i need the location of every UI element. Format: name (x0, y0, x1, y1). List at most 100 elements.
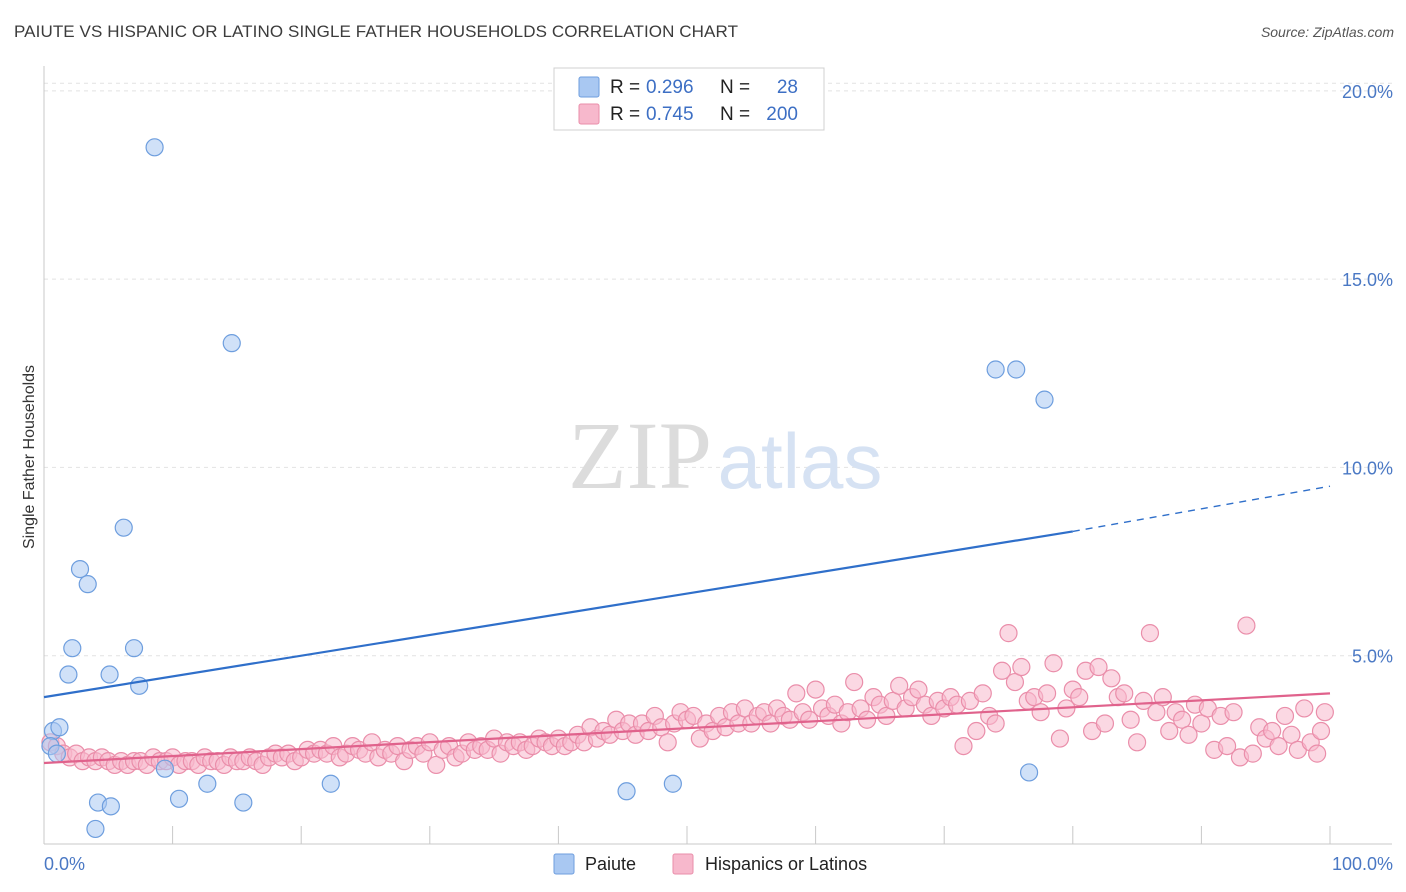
paiute-point-16 (169, 789, 189, 808)
hispanic-point-163 (1089, 657, 1108, 677)
paiute-point-20 (86, 819, 105, 839)
paiute-point-19 (101, 797, 120, 816)
chart-title: PAIUTE VS HISPANIC OR LATINO SINGLE FATH… (14, 22, 739, 41)
hispanic-point-176 (1173, 710, 1192, 729)
paiute-point-24 (986, 360, 1005, 379)
hispanic-point-193 (1282, 725, 1301, 744)
watermark-atlas: atlas (718, 417, 883, 505)
paiute-point-11 (100, 665, 119, 684)
legend-r-value-hispanic: 0.745 (646, 104, 694, 125)
paiute-point-4 (222, 334, 241, 353)
paiute-trend-line (43, 530, 1073, 699)
hispanic-point-192 (1275, 706, 1295, 726)
hispanic-point-132 (890, 676, 909, 695)
hispanic-point-149 (999, 624, 1018, 643)
y-axis-label: Single Father Households (21, 365, 38, 549)
hispanic-point-170 (1134, 691, 1153, 710)
hispanic-point-154 (1031, 703, 1050, 722)
paiute-point-21 (321, 774, 340, 793)
hispanic-point-116 (787, 684, 806, 703)
legend-n-label-hispanic: N = (720, 104, 750, 125)
hispanic-point-157 (1050, 729, 1070, 748)
hispanic-trend-line (43, 692, 1331, 765)
watermark-zip: ZIP (568, 402, 712, 509)
hispanic-point-119 (806, 680, 825, 699)
hispanic-point-177 (1179, 725, 1198, 744)
hispanic-point-118 (800, 710, 819, 729)
axes (43, 66, 1392, 845)
paiute-point-25 (1007, 360, 1026, 379)
legend-n-value-paiute: 28 (777, 77, 798, 98)
hispanic-point-172 (1147, 703, 1166, 722)
x-tick-label-min: 0.0% (44, 854, 85, 874)
hispanic-point-150 (1005, 672, 1025, 692)
hispanic-point-197 (1308, 744, 1327, 763)
y-tick-label-3: 20.0% (1342, 82, 1393, 102)
hispanic-point-156 (1044, 654, 1063, 673)
hispanic-point-155 (1037, 684, 1057, 703)
hispanic-point-125 (845, 672, 864, 692)
hispanic-point-160 (1070, 688, 1089, 707)
paiute-point-13 (47, 744, 66, 763)
hispanic-point-169 (1127, 733, 1147, 752)
bottom-legend-label-hispanic: Hispanics or Latinos (705, 854, 867, 874)
bottom-legend-swatch-paiute (553, 853, 575, 875)
y-tick-labels: 5.0% 10.0% 15.0% 20.0% (1342, 82, 1393, 667)
source-label: Source: ZipAtlas.com (1260, 24, 1394, 40)
legend-r-value-paiute: 0.296 (646, 77, 694, 98)
y-tick-label-0: 5.0% (1352, 647, 1393, 667)
grid-lines (44, 82, 1392, 657)
hispanic-point-167 (1115, 684, 1134, 703)
paiute-trend-extension (1072, 485, 1331, 533)
hispanic-point-144 (967, 721, 986, 741)
paiute-point-6 (70, 559, 90, 579)
correlation-legend: R = 0.296 N = 28 R = 0.745 N = 200 (553, 67, 825, 131)
legend-n-value-hispanic: 200 (766, 104, 798, 125)
paiute-point-9 (124, 639, 144, 658)
hispanic-point-199 (1315, 703, 1334, 722)
hispanic-point-186 (1237, 616, 1256, 635)
paiute-point-1 (50, 718, 69, 737)
hispanic-point-195 (1295, 699, 1314, 718)
hispanic-point-148 (992, 661, 1012, 680)
hispanic-point-151 (1012, 657, 1031, 677)
hispanic-point-174 (1160, 721, 1179, 741)
hispanic-point-191 (1269, 736, 1288, 756)
y-tick-label-2: 15.0% (1342, 270, 1393, 290)
hispanic-point-130 (877, 706, 896, 726)
paiute-point-10 (59, 665, 78, 684)
hispanic-point-183 (1218, 736, 1237, 756)
hispanic-point-168 (1121, 710, 1140, 729)
hispanic-point-198 (1311, 721, 1331, 741)
y-tick-label-1: 10.0% (1342, 458, 1393, 478)
hispanic-point-179 (1192, 714, 1211, 733)
legend-r-label-paiute: R = (610, 77, 640, 98)
legend-r-label-hispanic: R = (610, 104, 640, 125)
paiute-point-27 (1019, 763, 1039, 782)
hispanic-point-96 (658, 733, 677, 752)
paiute-point-17 (234, 793, 253, 812)
hispanic-point-164 (1095, 714, 1115, 733)
hispanic-point-60 (427, 755, 446, 775)
paiute-point-23 (663, 774, 682, 793)
paiute-point-26 (1035, 390, 1054, 409)
legend-swatch-paiute (578, 76, 600, 98)
hispanic-point-142 (954, 736, 973, 756)
x-tick-label-max: 100.0% (1332, 854, 1393, 874)
hispanic-point-165 (1102, 669, 1121, 688)
hispanic-point-184 (1224, 703, 1243, 722)
hispanic-point-147 (986, 714, 1005, 733)
series-legend: Paiute Hispanics or Latinos (553, 853, 867, 875)
paiute-point-14 (155, 759, 174, 778)
hispanic-point-145 (973, 684, 992, 703)
bottom-legend-swatch-hispanic (672, 853, 694, 875)
paiute-point-8 (63, 639, 82, 658)
paiute-point-3 (145, 138, 164, 157)
bottom-legend-label-paiute: Paiute (585, 854, 636, 874)
trend-lines (43, 485, 1331, 765)
legend-swatch-hispanic (578, 103, 600, 125)
hispanic-point-135 (909, 680, 928, 699)
paiute-point-22 (617, 782, 636, 801)
legend-n-label-paiute: N = (720, 77, 750, 98)
